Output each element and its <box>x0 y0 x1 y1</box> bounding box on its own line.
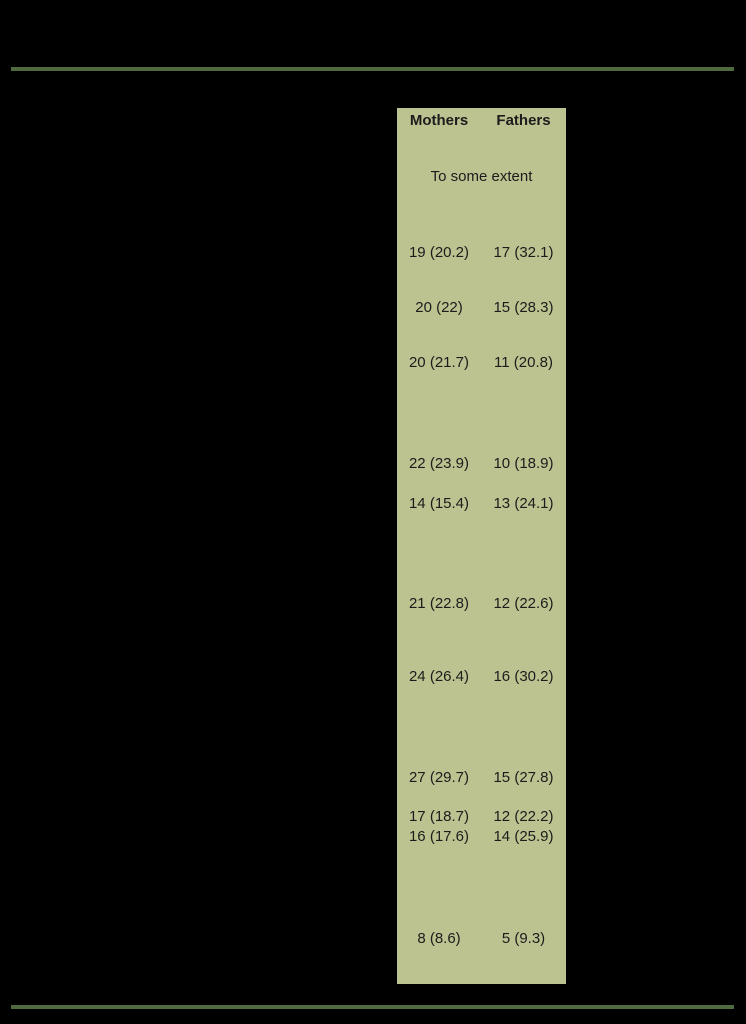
table-header-row: Mothers Fathers <box>397 111 566 131</box>
table-row: 20 (22) 15 (28.3) <box>397 298 566 318</box>
mothers-value: 22 (23.9) <box>408 455 470 472</box>
column-header-mothers: Mothers <box>409 112 469 129</box>
table-subheader-row: To some extent <box>397 167 566 187</box>
mothers-value: 16 (17.6) <box>408 828 470 845</box>
table-row: 19 (20.2) 17 (32.1) <box>397 243 566 263</box>
mothers-value: 24 (26.4) <box>408 668 470 685</box>
top-horizontal-rule <box>11 67 734 71</box>
mothers-value: 27 (29.7) <box>408 769 470 786</box>
fathers-value: 17 (32.1) <box>493 244 554 261</box>
fathers-value: 15 (28.3) <box>493 299 554 316</box>
fathers-value: 16 (30.2) <box>493 668 554 685</box>
table-row: 27 (29.7) 15 (27.8) <box>397 768 566 788</box>
fathers-value: 15 (27.8) <box>493 769 554 786</box>
mothers-value: 20 (22) <box>415 299 463 316</box>
fathers-value: 14 (25.9) <box>493 828 554 845</box>
table-row: 21 (22.8) 12 (22.6) <box>397 594 566 614</box>
mothers-value: 14 (15.4) <box>408 495 470 512</box>
mothers-value: 20 (21.7) <box>408 354 470 371</box>
subheader-to-some-extent: To some extent <box>430 168 533 185</box>
fathers-value: 12 (22.2) <box>493 808 554 825</box>
mothers-value: 17 (18.7) <box>408 808 470 825</box>
table-row: 14 (15.4) 13 (24.1) <box>397 494 566 514</box>
bottom-horizontal-rule <box>11 1005 734 1009</box>
fathers-value: 11 (20.8) <box>494 354 553 371</box>
table-row: 22 (23.9) 10 (18.9) <box>397 454 566 474</box>
table-row: 8 (8.6) 5 (9.3) <box>397 929 566 949</box>
column-header-fathers: Fathers <box>496 112 551 129</box>
table-row: 16 (17.6) 14 (25.9) <box>397 827 566 847</box>
table-row: 20 (21.7) 11 (20.8) <box>397 353 566 373</box>
table-row: 24 (26.4) 16 (30.2) <box>397 667 566 687</box>
fathers-value: 10 (18.9) <box>493 455 554 472</box>
fathers-value: 5 (9.3) <box>501 930 546 947</box>
highlighted-table-columns: Mothers Fathers To some extent 19 (20.2)… <box>397 108 566 984</box>
mothers-value: 8 (8.6) <box>417 930 461 947</box>
fathers-value: 13 (24.1) <box>493 495 554 512</box>
fathers-value: 12 (22.6) <box>493 595 554 612</box>
mothers-value: 19 (20.2) <box>408 244 470 261</box>
mothers-value: 21 (22.8) <box>408 595 470 612</box>
table-row: 17 (18.7) 12 (22.2) <box>397 807 566 827</box>
